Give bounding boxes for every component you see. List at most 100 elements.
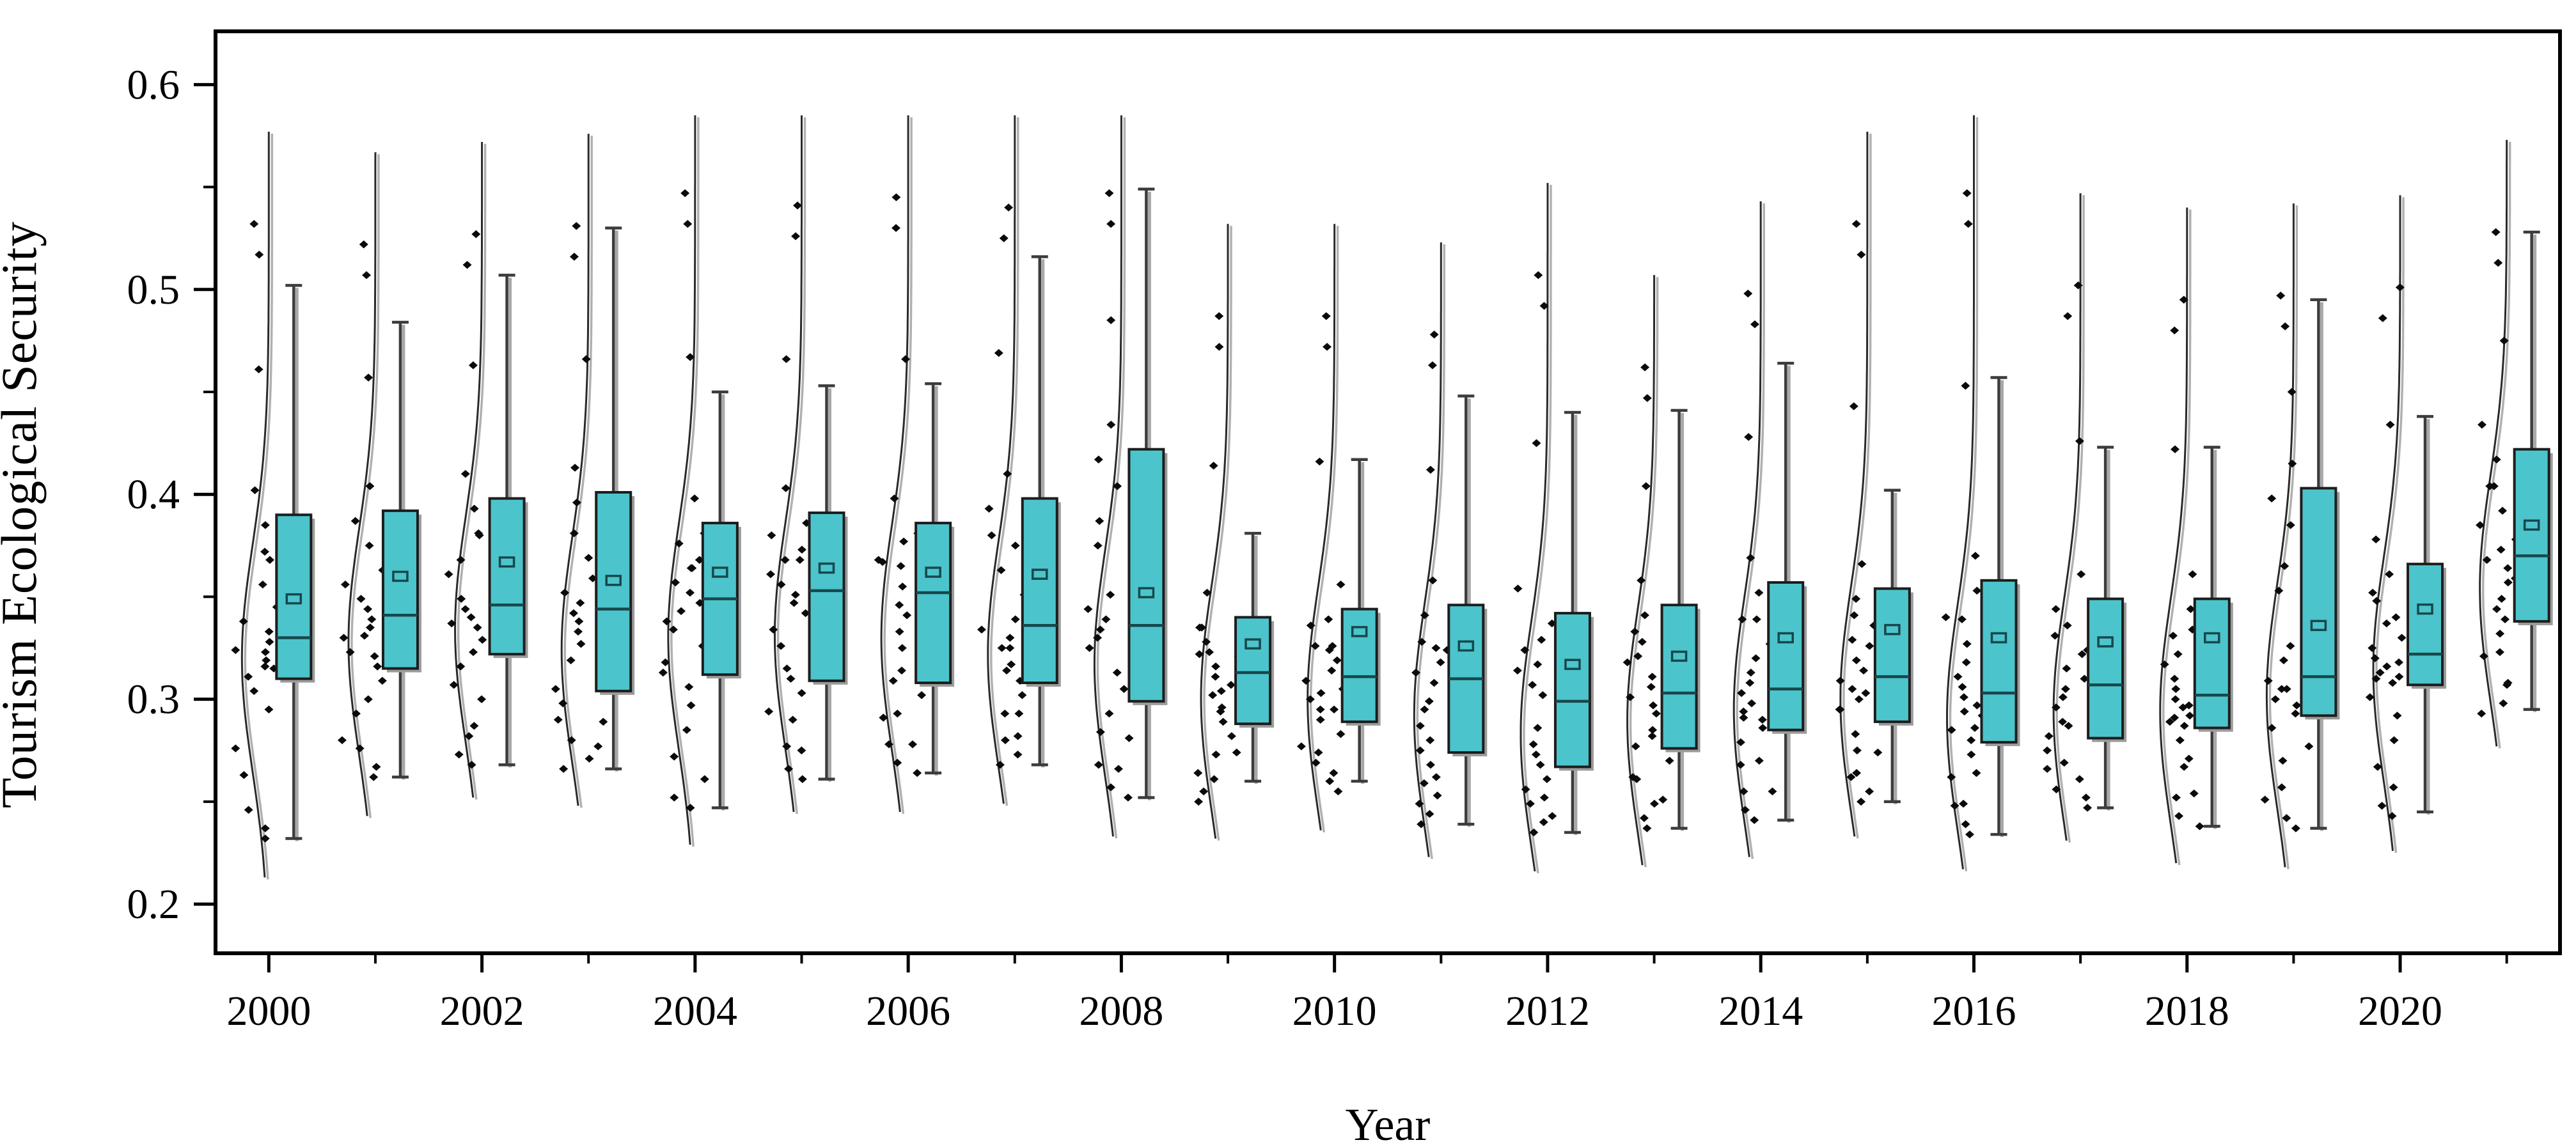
data-point <box>2175 736 2185 744</box>
data-point <box>2043 765 2052 773</box>
data-point <box>1296 742 1306 751</box>
violin-curve-shadow <box>670 117 700 847</box>
data-point <box>2388 678 2398 687</box>
violin-curve <box>347 152 377 816</box>
data-point <box>658 668 668 677</box>
data-point <box>2282 814 2291 822</box>
data-point <box>1431 773 1441 781</box>
data-point <box>1859 666 1869 675</box>
data-point <box>370 652 379 660</box>
data-point <box>1513 584 1523 593</box>
data-point <box>2267 724 2277 732</box>
box <box>1980 579 2018 744</box>
data-point <box>2083 804 2093 812</box>
data-point <box>1738 615 1747 623</box>
data-point <box>1865 787 1874 796</box>
data-point <box>2277 685 2286 693</box>
data-point <box>1640 611 1649 620</box>
data-point <box>878 558 888 566</box>
data-point <box>1094 760 1103 769</box>
data-point <box>1962 189 1972 198</box>
data-point <box>2477 421 2486 429</box>
data-point <box>1752 615 1761 623</box>
data-point <box>893 758 902 767</box>
data-point <box>468 361 478 370</box>
data-point <box>1329 769 1339 777</box>
data-point <box>1325 777 1335 786</box>
data-point <box>2378 314 2387 322</box>
data-point <box>355 744 365 753</box>
data-point <box>1854 695 1864 703</box>
data-point <box>2492 455 2501 464</box>
data-point <box>1641 482 1651 490</box>
violin-curve <box>1626 275 1656 866</box>
data-point <box>2077 570 2086 579</box>
data-point <box>1959 693 1968 701</box>
data-point <box>449 681 459 689</box>
data-point <box>1315 457 1324 466</box>
data-point <box>2496 545 2506 554</box>
data-point <box>2291 709 2300 718</box>
data-point <box>2270 695 2280 703</box>
data-point <box>1336 581 1346 589</box>
data-point <box>1532 439 1541 448</box>
data-point <box>1211 662 1221 671</box>
data-point <box>478 636 487 644</box>
data-point <box>2195 822 2204 831</box>
data-point <box>1525 799 1535 808</box>
violin-curve <box>774 115 803 813</box>
data-point <box>677 607 686 616</box>
violin-curve-shadow <box>2162 209 2192 866</box>
data-point <box>1333 787 1343 796</box>
data-point <box>569 529 579 538</box>
data-point <box>2170 326 2179 335</box>
data-point <box>2499 336 2509 345</box>
data-point <box>2278 756 2288 765</box>
data-point <box>788 715 797 724</box>
data-point <box>365 542 374 550</box>
data-point <box>896 562 906 570</box>
data-point <box>2365 693 2375 701</box>
data-point <box>2168 632 2178 640</box>
data-point <box>1013 750 1023 759</box>
data-point <box>683 220 693 228</box>
data-point <box>891 224 901 232</box>
mean-marker <box>1884 623 1901 636</box>
data-point <box>793 201 803 210</box>
data-point <box>1010 615 1020 623</box>
data-point <box>2170 675 2179 683</box>
violin-curve-shadow <box>2481 141 2511 749</box>
data-point <box>1642 394 1652 402</box>
data-point <box>249 220 259 228</box>
violin-curve <box>560 134 590 806</box>
data-point <box>2502 681 2511 689</box>
data-point <box>790 591 800 599</box>
data-point <box>1512 666 1522 675</box>
data-point <box>581 355 591 363</box>
data-point <box>1227 732 1236 740</box>
box <box>1234 616 1272 726</box>
data-point <box>901 355 911 363</box>
data-point <box>1631 742 1640 751</box>
data-point <box>1963 220 1973 228</box>
violin-curve-shadow <box>1309 226 1339 832</box>
data-point <box>1003 469 1012 478</box>
data-point <box>1970 552 1980 560</box>
violin-curve <box>1946 115 1975 870</box>
data-point <box>460 605 470 613</box>
data-point <box>1429 678 1439 687</box>
data-point <box>1959 707 1969 716</box>
data-point <box>1094 455 1103 464</box>
data-point <box>365 482 375 490</box>
data-point <box>1520 646 1530 654</box>
data-point <box>2371 535 2381 543</box>
data-point <box>1953 673 1963 681</box>
data-point <box>890 494 899 503</box>
data-point <box>462 261 472 269</box>
data-point <box>1193 769 1203 777</box>
data-point <box>884 740 894 749</box>
data-point <box>1649 799 1659 808</box>
violin-curve-shadow <box>1096 117 1126 839</box>
data-point <box>1211 750 1221 759</box>
data-point <box>781 355 791 363</box>
